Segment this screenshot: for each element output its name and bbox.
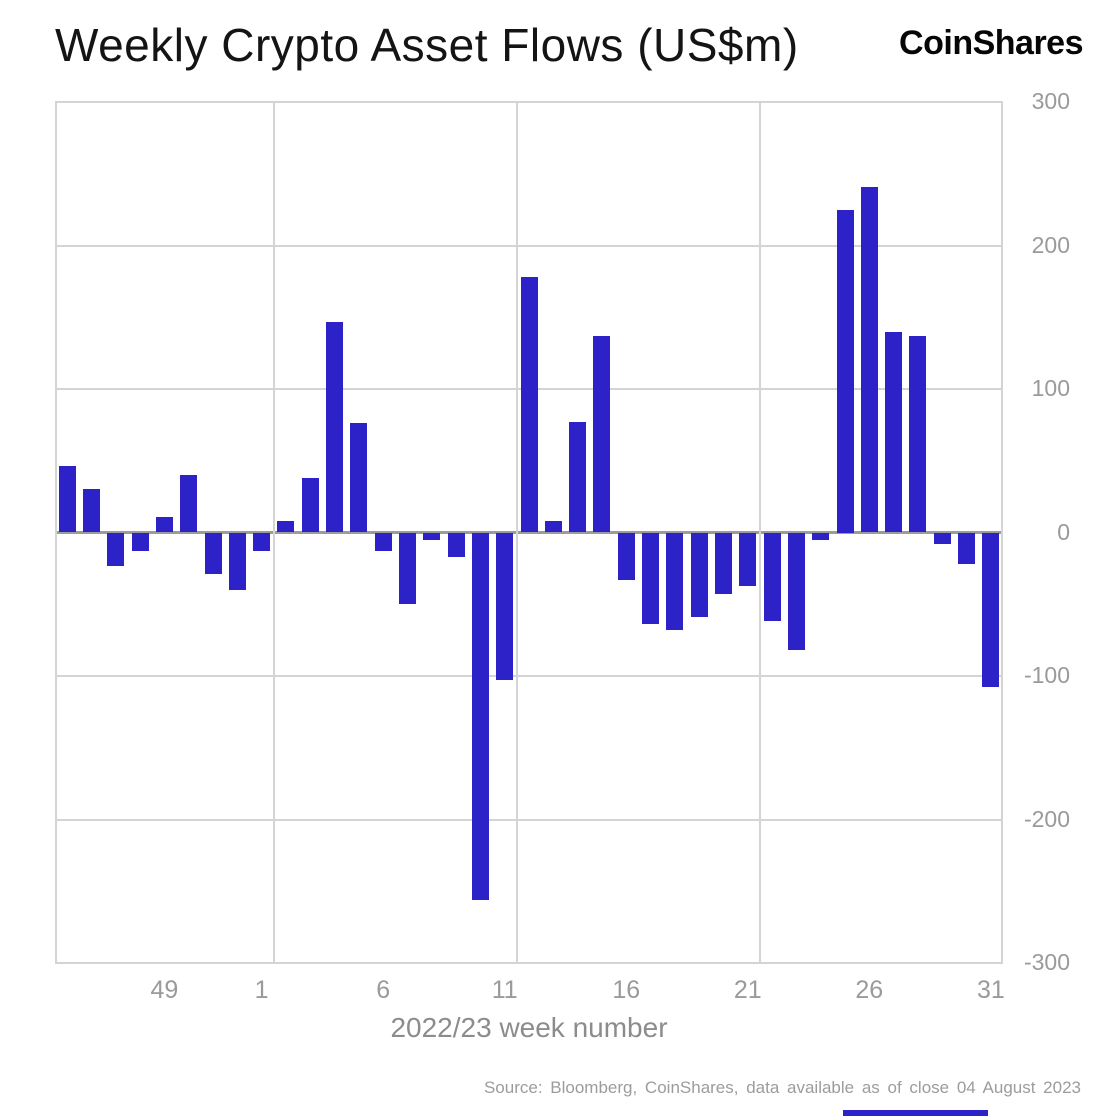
h-gridline [55,818,1003,821]
bar-week-15 [593,335,611,533]
bar-week-51 [204,532,222,575]
x-tick-label: 16 [612,976,641,1004]
y-tick-label: -200 [1023,805,1070,832]
bar-week-3 [301,477,319,533]
bar-week-17 [642,532,660,625]
v-gridline [272,102,275,963]
bar-week-19 [690,532,708,618]
x-tick-label: 11 [491,976,518,1004]
x-axis: 49 1 6 11 16 21 26 31 [55,963,1004,1004]
x-tick-label: 26 [855,976,884,1004]
bar-week-20 [714,532,732,595]
h-gridline [55,244,1003,247]
bar-week-45 [58,466,76,533]
bar-week-28 [909,335,927,533]
bar-week-23 [787,532,805,651]
x-tick-label: 21 [733,976,762,1004]
y-tick-label: 300 [1031,88,1070,114]
bar-week-4 [326,321,344,533]
y-tick-label: 200 [1031,231,1070,258]
y-axis: 300 200 100 0 -100 -200 -300 [1008,88,1070,975]
y-tick-label: 100 [1031,375,1070,401]
x-tick-label: 1 [254,976,269,1004]
x-tick-label: 49 [150,976,179,1004]
x-tick-label: 31 [976,976,1005,1004]
x-axis-title: 2022/23 week number [390,1012,668,1043]
y-tick-label: -300 [1023,949,1070,975]
bar-week-1 [253,532,271,552]
bar-week-30 [958,532,976,565]
bar-week-27 [885,331,903,533]
bar-week-14 [569,422,587,533]
bar-week-18 [666,532,684,631]
bar-week-16 [617,532,635,580]
bar-week-9 [447,532,465,557]
bar-week-6 [374,532,392,552]
plot-area [55,101,1003,964]
v-gridline [1001,102,1003,963]
v-gridline [758,102,761,963]
h-gridline [55,101,1003,103]
bar-week-13 [544,521,562,533]
bar-week-47 [107,532,125,566]
bar-week-29 [933,532,951,544]
bar-week-49 [155,516,173,533]
x-tick-label: 6 [376,976,391,1004]
h-gridline [55,962,1003,964]
zero-axis-line [55,531,1003,534]
bar-week-31 [982,532,1000,688]
v-gridline [515,102,518,963]
bar-week-2 [277,521,295,533]
bar-week-25 [836,209,854,533]
coinshares-logo: CoinShares [899,24,1083,62]
y-tick-label: -100 [1023,662,1070,688]
bar-week-22 [763,532,781,622]
source-note: Source: Bloomberg, CoinShares, data avai… [483,1078,1081,1097]
bar-week-48 [131,532,149,552]
bar-week-46 [82,489,100,533]
bar-week-50 [180,475,198,533]
h-gridline [55,675,1003,677]
v-gridline [55,102,57,963]
bar-week-21 [739,532,757,586]
bar-week-8 [423,532,441,540]
bar-week-24 [812,532,830,540]
bottom-blue-strip [843,1110,988,1116]
bar-week-7 [398,532,416,605]
y-tick-label: 0 [1057,518,1070,545]
chart-title: Weekly Crypto Asset Flows (US$m) [55,19,799,71]
bar-week-11 [496,532,514,681]
bar-week-26 [860,186,878,533]
bar-week-5 [350,423,368,533]
bar-week-52 [228,532,246,590]
bar-week-12 [520,277,538,533]
bar-week-10 [471,532,489,900]
